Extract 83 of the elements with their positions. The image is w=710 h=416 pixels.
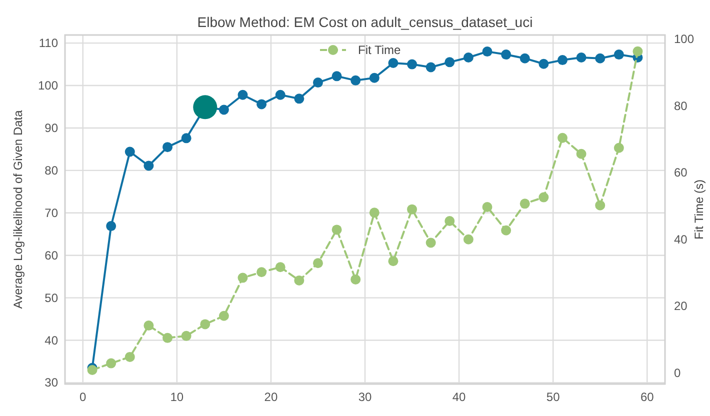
point [614, 50, 624, 60]
point [144, 320, 154, 331]
point [218, 310, 229, 321]
point [388, 256, 398, 266]
y2-tick-label: 80 [674, 98, 688, 113]
point [162, 142, 173, 152]
point [275, 262, 286, 272]
point [614, 142, 624, 153]
point [463, 52, 474, 62]
point [256, 267, 267, 278]
point [576, 148, 586, 159]
point [557, 132, 568, 143]
x-tick-label: 10 [170, 390, 184, 404]
point [595, 53, 606, 64]
point [538, 58, 549, 69]
point [162, 332, 173, 343]
point [350, 75, 361, 86]
point [576, 52, 586, 62]
y2-axis-title: Fit Time (s) [692, 180, 706, 240]
y-axis-title: Average Log-likelihood of Given Data [11, 110, 25, 309]
point [256, 99, 267, 110]
x-tick-label: 50 [546, 390, 560, 404]
y-tick-label: 40 [44, 333, 58, 348]
y-tick-label: 60 [44, 248, 58, 262]
point [407, 59, 418, 70]
point [124, 146, 135, 157]
point [238, 90, 248, 100]
point [332, 224, 342, 235]
y-tick-label: 80 [44, 163, 58, 178]
point [444, 57, 455, 68]
point [312, 78, 323, 88]
point [124, 352, 135, 362]
point [332, 71, 342, 82]
y-tick-label: 110 [38, 36, 58, 50]
x-tick-label: 0 [80, 390, 87, 404]
x-tick-label: 60 [640, 390, 654, 404]
point [482, 46, 492, 57]
point [144, 160, 154, 171]
point [106, 221, 116, 232]
point [632, 46, 643, 56]
legend-label: Fit Time [358, 43, 401, 57]
y-tick-label: 30 [44, 376, 58, 390]
y2-tick-label: 0 [674, 366, 681, 380]
point [312, 258, 323, 268]
chart-title: Elbow Method: EM Cost on adult_census_dataset_uci [197, 14, 533, 30]
point [426, 238, 436, 248]
y-tick-label: 70 [44, 206, 58, 220]
y-tick-label: 50 [44, 290, 58, 305]
y2-tick-label: 100 [674, 32, 694, 46]
point [520, 53, 530, 64]
point [444, 216, 455, 226]
x-tick-label: 40 [452, 390, 466, 404]
x-tick-label: 20 [264, 390, 278, 404]
point [193, 95, 218, 120]
point [520, 198, 530, 209]
point [200, 319, 210, 330]
point [426, 62, 436, 72]
point [350, 274, 361, 284]
point [369, 72, 380, 83]
point [275, 90, 286, 100]
point [181, 133, 192, 144]
point [501, 50, 512, 60]
point [388, 58, 398, 68]
y2-tick-label: 40 [674, 232, 688, 246]
point [238, 272, 248, 283]
y-tick-label: 100 [38, 78, 58, 93]
point [463, 234, 474, 244]
point [407, 204, 418, 214]
point [294, 275, 304, 286]
y-tick-label: 90 [44, 120, 58, 135]
y2-tick-label: 20 [674, 299, 688, 314]
point [369, 208, 380, 218]
x-tick-label: 30 [358, 390, 372, 404]
point [557, 55, 568, 66]
point [181, 330, 192, 341]
point [595, 200, 606, 210]
point [538, 192, 549, 202]
point [106, 358, 116, 368]
point [501, 225, 512, 236]
point [294, 94, 304, 104]
point [482, 202, 492, 212]
y2-tick-label: 60 [674, 166, 688, 180]
point [218, 104, 229, 115]
